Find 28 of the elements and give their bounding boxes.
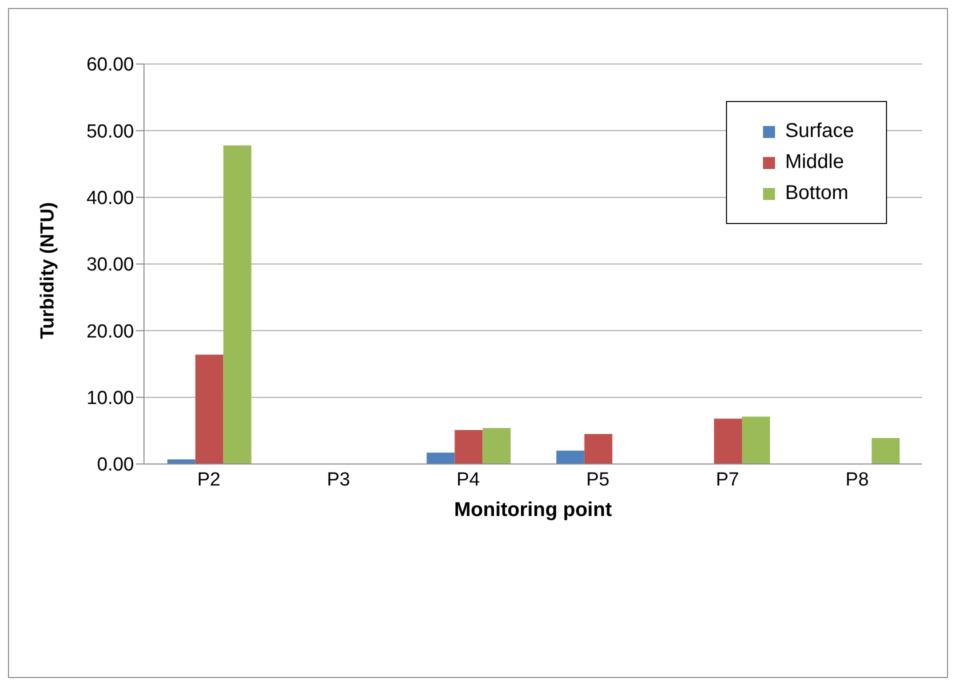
y-axis-title: Turbidity (NTU) xyxy=(38,202,59,339)
x-tick-label: P2 xyxy=(197,469,220,490)
bar xyxy=(195,354,224,464)
x-tick-label: P8 xyxy=(846,469,869,490)
x-axis-title: Monitoring point xyxy=(454,499,612,521)
bar xyxy=(872,438,900,464)
y-tick-label: 30.00 xyxy=(86,254,134,276)
bar xyxy=(454,430,483,464)
y-tick-label: 40.00 xyxy=(86,188,134,210)
bar xyxy=(556,450,584,464)
x-tick-label: P7 xyxy=(716,469,740,490)
bar xyxy=(482,428,511,464)
legend-label: Surface xyxy=(785,120,854,143)
bar xyxy=(223,145,252,464)
bar xyxy=(426,452,455,464)
bar xyxy=(584,434,612,464)
y-tick-label: 20.00 xyxy=(86,321,134,342)
legend-label: Middle xyxy=(785,151,844,174)
x-tick-label: P5 xyxy=(586,469,610,490)
bar xyxy=(714,418,742,464)
bar xyxy=(742,416,770,464)
y-tick-label: 50.00 xyxy=(86,121,134,142)
x-tick-label: P3 xyxy=(326,469,350,490)
y-tick-label: 60.00 xyxy=(86,54,134,76)
legend-label: Bottom xyxy=(785,182,848,205)
y-tick-label: 10.00 xyxy=(86,388,134,410)
y-tick-label: 0.00 xyxy=(97,454,134,476)
x-tick-label: P4 xyxy=(456,469,480,490)
